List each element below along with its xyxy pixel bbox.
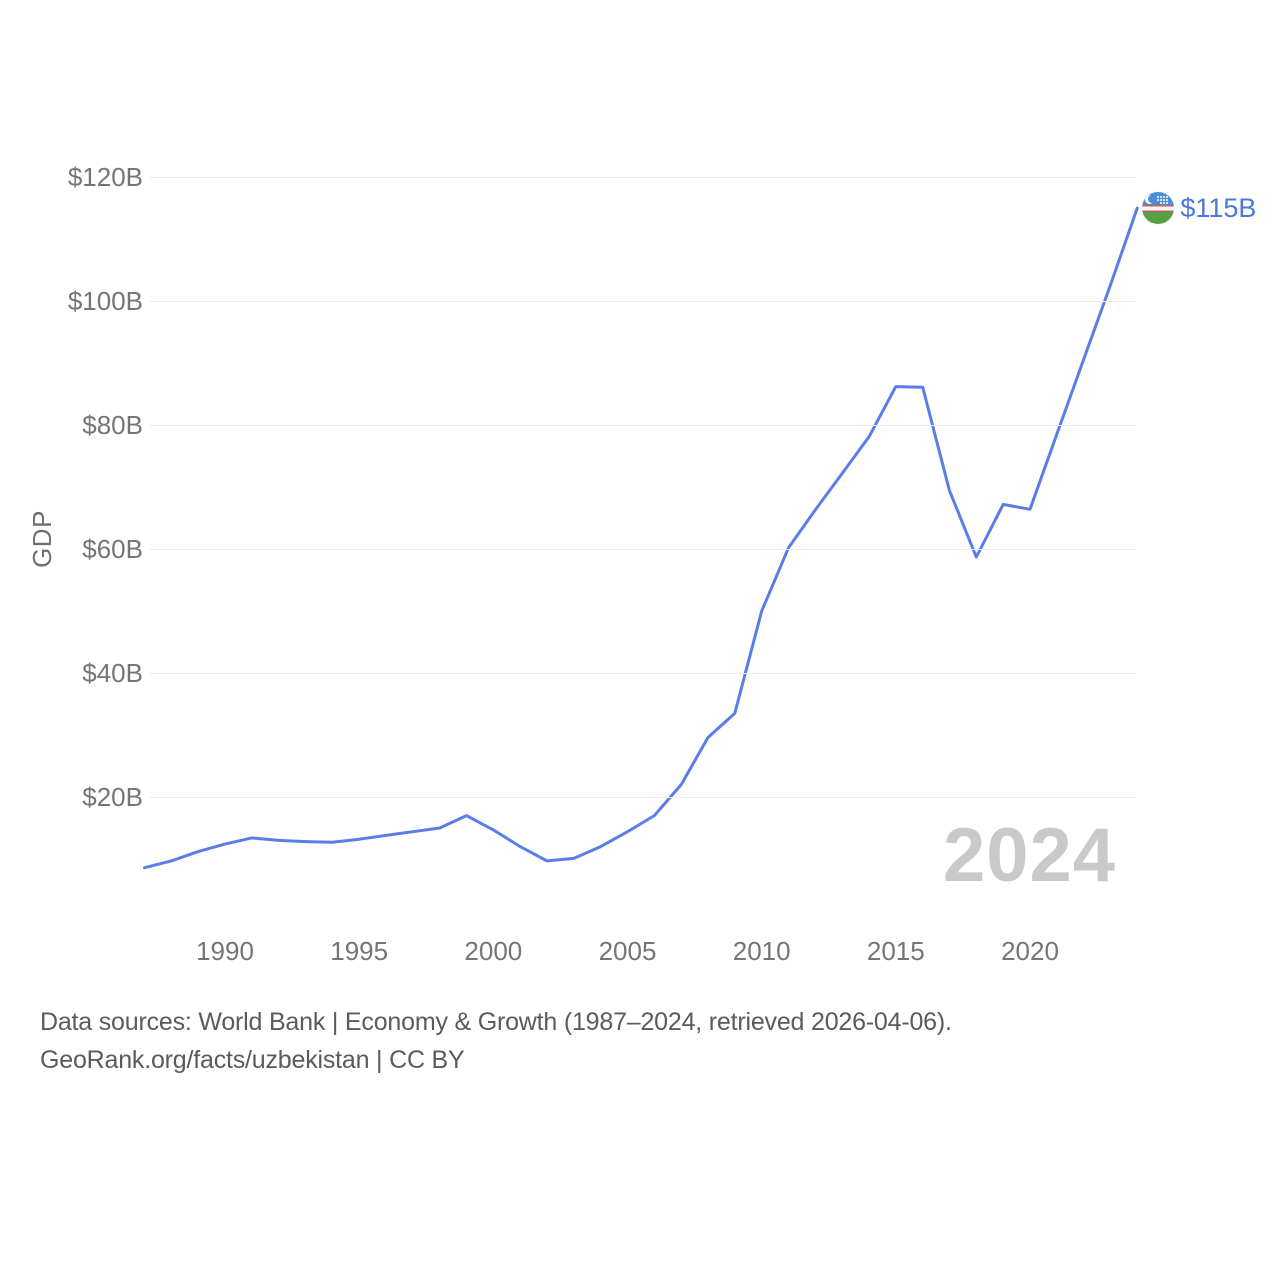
gdp-line bbox=[143, 206, 1139, 870]
gridline bbox=[150, 177, 1136, 178]
x-axis-tick-label: 2000 bbox=[464, 936, 523, 966]
gridline bbox=[150, 549, 1136, 550]
footer: Data sources: World Bank | Economy & Gro… bbox=[40, 1003, 1190, 1079]
y-axis-tick-label: $80B bbox=[82, 410, 143, 440]
end-value-label: $115B bbox=[1180, 193, 1257, 223]
attribution-line: GeoRank.org/facts/uzbekistan | CC BY bbox=[40, 1046, 465, 1074]
uzbekistan-flag-icon bbox=[1142, 192, 1175, 224]
y-axis-tick-label: $40B bbox=[82, 658, 143, 688]
x-axis-tick-label: 1990 bbox=[196, 936, 254, 966]
gridline bbox=[150, 425, 1136, 426]
x-axis-tick-label: 1995 bbox=[330, 936, 389, 966]
gridline bbox=[150, 673, 1136, 674]
data-sources-line: Data sources: World Bank | Economy & Gro… bbox=[40, 1008, 952, 1036]
x-axis-tick-label: 2020 bbox=[1001, 936, 1059, 966]
y-axis-tick-label: $20B bbox=[82, 782, 143, 812]
x-axis-tick-label: 2015 bbox=[866, 936, 925, 966]
gridline bbox=[150, 301, 1136, 302]
gridline bbox=[150, 797, 1136, 798]
flag-stars-icon bbox=[1157, 196, 1160, 198]
y-axis-tick-label: $60B bbox=[82, 534, 143, 564]
y-axis-tick-label: $100B bbox=[67, 286, 143, 316]
y-axis-tick-label: $120B bbox=[67, 162, 143, 192]
x-axis-tick-label: 2005 bbox=[598, 936, 657, 966]
x-axis-tick-label: 2010 bbox=[732, 936, 791, 966]
watermark-year: 2024 bbox=[943, 813, 1117, 898]
